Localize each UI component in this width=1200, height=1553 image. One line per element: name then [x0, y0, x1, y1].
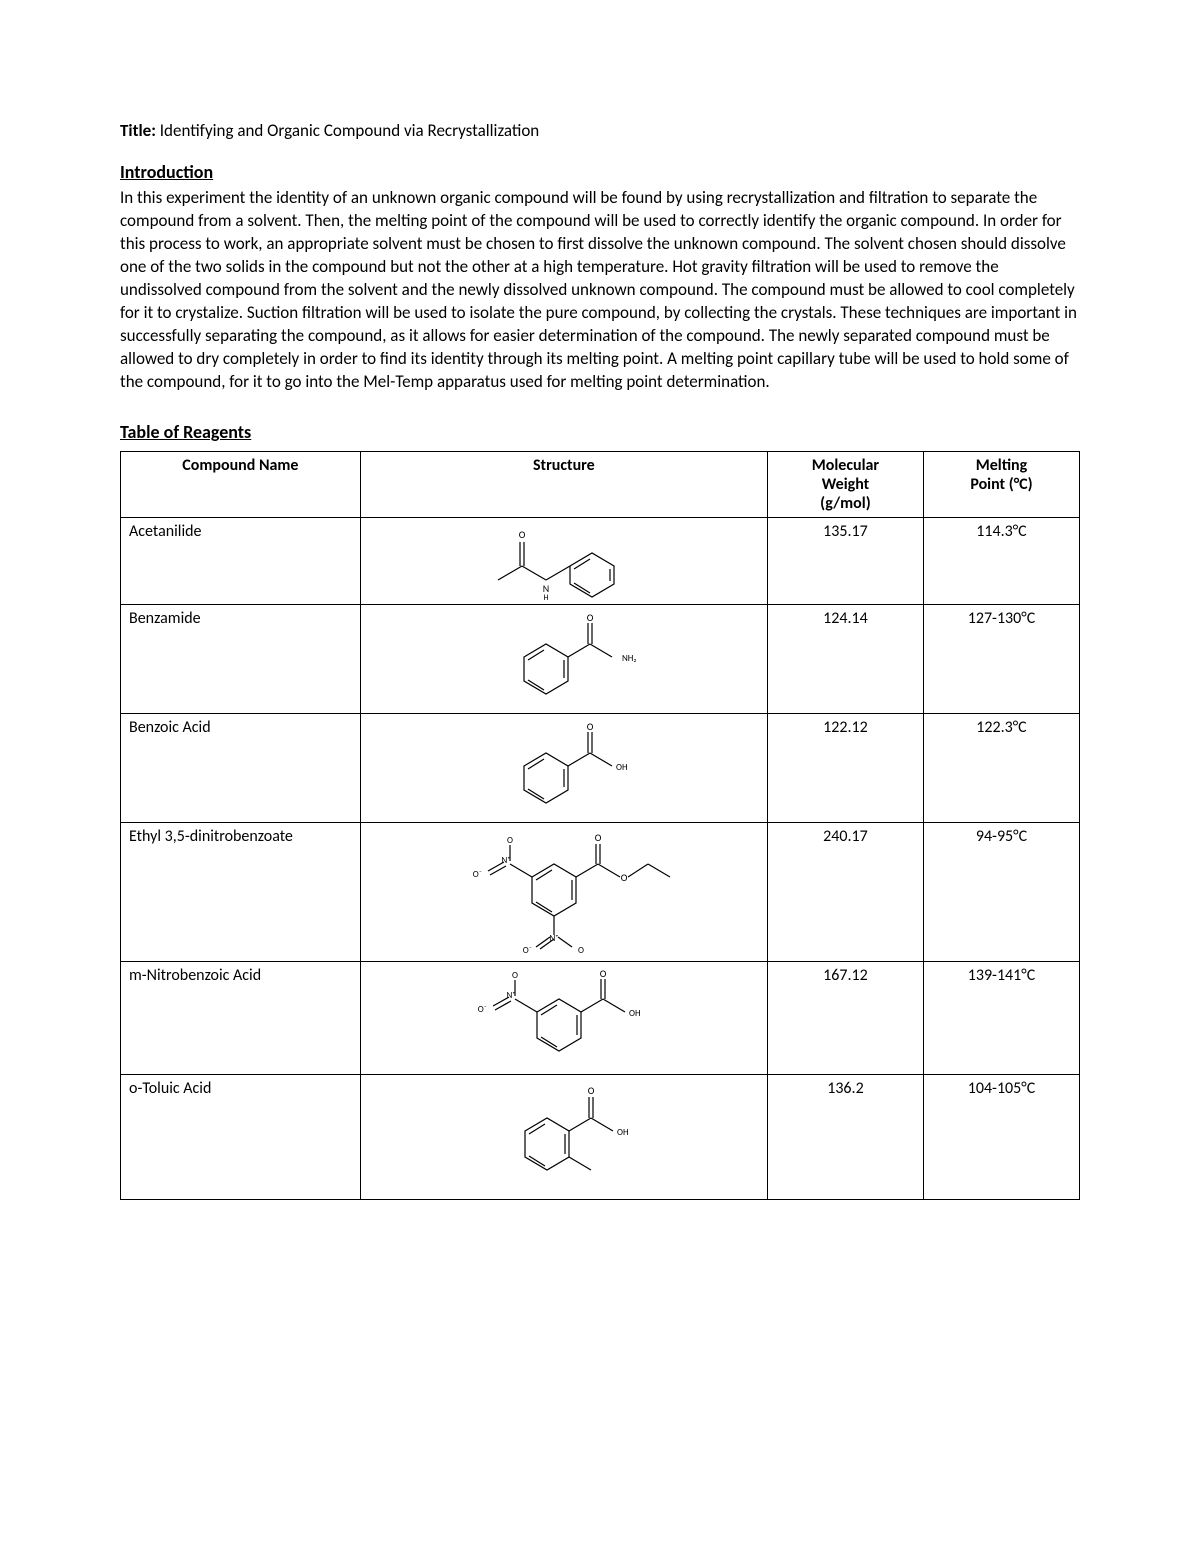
compound-mp: 139-141°C	[923, 962, 1079, 1075]
col-mp-l2: Point (°C)	[970, 475, 1032, 494]
table-row: Ethyl 3,5-dinitrobenzoate	[121, 823, 1080, 962]
table-header-row: Compound Name Structure Molecular Weight…	[121, 452, 1080, 518]
compound-structure: O N H	[360, 518, 767, 605]
compound-mw: 135.17	[767, 518, 923, 605]
table-row: Benzamide	[121, 605, 1080, 714]
svg-text:O: O	[512, 970, 518, 981]
compound-structure: O O N⁺ O⁻ O N⁺ O⁻ O	[360, 823, 767, 962]
col-mw-l3: (g/mol)	[820, 494, 871, 513]
svg-text:O: O	[595, 831, 602, 844]
compound-mw: 122.12	[767, 714, 923, 823]
compound-mw: 240.17	[767, 823, 923, 962]
compound-name: Ethyl 3,5-dinitrobenzoate	[121, 823, 361, 962]
svg-text:O⁻: O⁻	[478, 1004, 487, 1015]
svg-text:O⁻: O⁻	[523, 945, 532, 956]
compound-name: Benzoic Acid	[121, 714, 361, 823]
svg-text:O⁻: O⁻	[473, 869, 482, 880]
compound-name: Acetanilide	[121, 518, 361, 605]
col-mw-header: Molecular Weight (g/mol)	[767, 452, 923, 518]
col-mp-l1: Melting	[976, 456, 1028, 475]
acetanilide-structure-icon: O N H	[464, 522, 664, 600]
compound-name: m-Nitrobenzoic Acid	[121, 962, 361, 1075]
reagents-table: Compound Name Structure Molecular Weight…	[120, 451, 1080, 1200]
compound-structure: O NH₂	[360, 605, 767, 714]
benzoic-acid-structure-icon: O OH	[474, 718, 654, 818]
svg-text:OH: OH	[616, 762, 628, 773]
col-mw-l1: Molecular	[812, 456, 879, 475]
svg-text:O: O	[519, 528, 526, 541]
compound-mw: 167.12	[767, 962, 923, 1075]
svg-text:O: O	[587, 720, 594, 733]
svg-text:OH: OH	[617, 1127, 629, 1138]
svg-text:N⁺: N⁺	[549, 933, 558, 944]
svg-text:NH₂: NH₂	[622, 653, 636, 664]
m-nitrobenzoic-acid-structure-icon: O OH N⁺ O⁻ O	[449, 966, 679, 1070]
table-row: o-Toluic Acid	[121, 1075, 1080, 1200]
svg-text:OH: OH	[629, 1008, 641, 1019]
col-structure-header: Structure	[360, 452, 767, 518]
compound-structure: O OH N⁺ O⁻ O	[360, 962, 767, 1075]
compound-name: o-Toluic Acid	[121, 1075, 361, 1200]
compound-name: Benzamide	[121, 605, 361, 714]
compound-structure: O OH	[360, 714, 767, 823]
title-line: Title: Identifying and Organic Compound …	[120, 120, 1080, 141]
benzamide-structure-icon: O NH₂	[474, 609, 654, 709]
table-heading: Table of Reagents	[120, 421, 1080, 443]
compound-mp: 94-95°C	[923, 823, 1079, 962]
svg-text:O: O	[621, 871, 628, 884]
svg-text:O: O	[600, 967, 607, 980]
svg-text:N⁺: N⁺	[501, 855, 510, 866]
svg-text:O: O	[578, 945, 584, 956]
table-row: m-Nitrobenzoic Acid	[121, 962, 1080, 1075]
compound-mp: 114.3°C	[923, 518, 1079, 605]
compound-mw: 124.14	[767, 605, 923, 714]
col-name-header: Compound Name	[121, 452, 361, 518]
o-toluic-acid-structure-icon: O OH	[469, 1079, 659, 1195]
svg-text:O: O	[507, 835, 513, 846]
col-mw-l2: Weight	[822, 475, 869, 494]
svg-text:O: O	[588, 1084, 595, 1097]
ethyl-dinitrobenzoate-structure-icon: O O N⁺ O⁻ O N⁺ O⁻ O	[434, 827, 694, 957]
document-page: Title: Identifying and Organic Compound …	[0, 0, 1200, 1553]
compound-mp: 127-130°C	[923, 605, 1079, 714]
intro-heading: Introduction	[120, 161, 1080, 183]
compound-mp: 104-105°C	[923, 1075, 1079, 1200]
intro-body: In this experiment the identity of an un…	[120, 187, 1080, 393]
title-label: Title:	[120, 120, 156, 141]
title-text: Identifying and Organic Compound via Rec…	[156, 120, 539, 141]
table-row: Acetanilide	[121, 518, 1080, 605]
compound-mw: 136.2	[767, 1075, 923, 1200]
compound-mp: 122.3°C	[923, 714, 1079, 823]
svg-text:N⁺: N⁺	[506, 990, 515, 1001]
svg-text:O: O	[587, 611, 594, 624]
col-mp-header: Melting Point (°C)	[923, 452, 1079, 518]
compound-structure: O OH	[360, 1075, 767, 1200]
svg-text:H: H	[543, 593, 548, 600]
table-row: Benzoic Acid O	[121, 714, 1080, 823]
